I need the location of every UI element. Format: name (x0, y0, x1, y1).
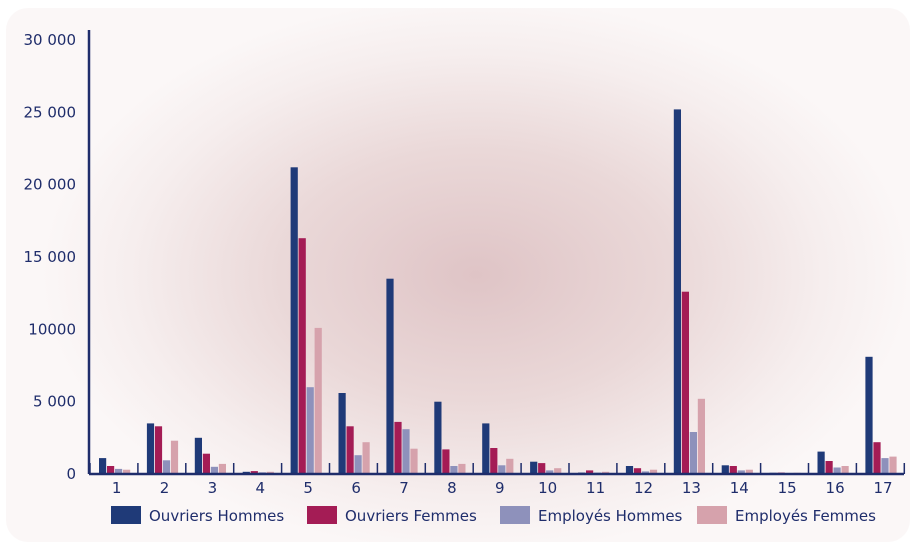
bar-employ-s-femmes-10 (554, 468, 562, 474)
bar-ouvriers-femmes-10 (538, 463, 546, 474)
bar-ouvriers-femmes-7 (394, 421, 402, 474)
bar-ouvriers-hommes-13 (673, 109, 681, 475)
x-tick-label: 1 (112, 479, 122, 497)
bar-ouvriers-hommes-6 (338, 393, 346, 474)
bar-employ-s-femmes-8 (458, 463, 466, 474)
bar-ouvriers-femmes-17 (873, 442, 881, 474)
bar-ouvriers-hommes-5 (290, 167, 298, 475)
bar-ouvriers-hommes-16 (817, 451, 825, 474)
y-tick-label: 30 000 (24, 31, 77, 49)
bar-employ-s-hommes-6 (354, 455, 362, 474)
y-tick-label: 5 000 (33, 393, 76, 411)
x-tick-label: 11 (586, 479, 605, 497)
bar-ouvriers-femmes-9 (490, 448, 498, 474)
y-tick-label: 0 (66, 465, 76, 483)
bar-ouvriers-hommes-1 (99, 458, 107, 474)
bar-employ-s-femmes-13 (697, 398, 705, 474)
x-tick-label: 6 (351, 479, 361, 497)
bar-employ-s-hommes-12 (641, 471, 650, 474)
bar-employ-s-hommes-14 (737, 470, 745, 474)
bar-employ-s-hommes-3 (210, 466, 218, 474)
bar-employ-s-femmes-6 (362, 442, 370, 474)
bar-ouvriers-hommes-14 (721, 465, 729, 474)
x-tick-label: 12 (634, 479, 653, 497)
axes (87, 30, 906, 476)
legend-swatch (111, 506, 141, 524)
bar-employ-s-hommes-17 (881, 458, 889, 474)
bar-employ-s-femmes-1 (123, 469, 131, 474)
x-tick-label: 2 (160, 479, 170, 497)
bar-ouvriers-femmes-8 (442, 449, 450, 474)
bar-ouvriers-femmes-1 (107, 466, 115, 474)
x-tick-label: 3 (208, 479, 218, 497)
bar-ouvriers-femmes-2 (154, 426, 163, 474)
x-tick-label: 5 (303, 479, 313, 497)
bar-employ-s-hommes-9 (498, 465, 506, 474)
bar-ouvriers-femmes-13 (681, 291, 689, 474)
bar-ouvriers-femmes-11 (586, 470, 594, 474)
x-tick-label: 4 (256, 479, 266, 497)
bar-employ-s-hommes-2 (162, 460, 171, 474)
bar-ouvriers-hommes-9 (482, 423, 490, 474)
y-axis-labels: 0 5 000 10000 15 000 20 000 25 000 30 000 (24, 31, 77, 483)
x-axis-labels: 1 2 3 4 5 6 7 8 9 10 11 12 13 14 15 16 17 (112, 479, 893, 497)
bar-employ-s-femmes-16 (841, 466, 849, 474)
legend-swatch (500, 506, 530, 524)
x-tick-label: 7 (399, 479, 409, 497)
y-tick-label: 20 000 (24, 176, 77, 194)
bar-employ-s-hommes-5 (306, 387, 314, 474)
bar-employ-s-hommes-8 (450, 466, 458, 474)
x-tick-label: 15 (778, 479, 797, 497)
y-tick-label: 25 000 (24, 103, 77, 121)
bar-employ-s-hommes-10 (546, 470, 554, 474)
bar-employ-s-femmes-3 (218, 463, 226, 474)
bar-employ-s-hommes-13 (689, 432, 697, 474)
bar-ouvriers-hommes-8 (434, 401, 442, 474)
bar-ouvriers-hommes-7 (386, 278, 394, 474)
x-tick-label: 10 (538, 479, 557, 497)
legend-label: Employés Hommes (538, 507, 683, 525)
bar-ouvriers-femmes-12 (633, 468, 642, 474)
legend: Ouvriers Hommes Ouvriers Femmes Employés H… (111, 506, 876, 525)
bar-employ-s-femmes-14 (745, 469, 753, 474)
bar-ouvriers-hommes-10 (530, 461, 538, 474)
bar-ouvriers-femmes-14 (729, 466, 737, 474)
bar-ouvriers-hommes-2 (146, 423, 155, 474)
bar-ouvriers-femmes-4 (250, 471, 258, 474)
x-tick-label: 17 (873, 479, 892, 497)
bar-ouvriers-hommes-12 (625, 466, 634, 474)
bar-ouvriers-femmes-16 (825, 461, 833, 474)
x-tick-label: 13 (682, 479, 701, 497)
bar-employ-s-femmes-12 (649, 469, 658, 474)
x-tick-label: 16 (826, 479, 845, 497)
bar-employ-s-femmes-9 (506, 458, 514, 474)
legend-label: Ouvriers Femmes (345, 507, 477, 525)
bar-employ-s-femmes-5 (314, 327, 322, 474)
x-tick-label: 9 (495, 479, 505, 497)
bar-employ-s-femmes-17 (889, 456, 897, 474)
bar-ouvriers-femmes-5 (298, 238, 306, 474)
bar-ouvriers-femmes-3 (202, 453, 210, 474)
y-tick-label: 10000 (28, 320, 76, 338)
bar-employ-s-hommes-1 (115, 468, 123, 474)
bar-ouvriers-femmes-6 (346, 426, 354, 474)
y-tick-label: 15 000 (24, 248, 77, 266)
bar-employ-s-femmes-2 (170, 440, 179, 474)
legend-label: Ouvriers Hommes (149, 507, 284, 525)
x-tick-label: 14 (730, 479, 749, 497)
legend-swatch (307, 506, 337, 524)
bars-layer (99, 109, 897, 475)
bar-employ-s-hommes-7 (402, 429, 410, 474)
legend-swatch (697, 506, 727, 524)
legend-label: Employés Femmes (735, 507, 876, 525)
bar-employ-s-femmes-7 (410, 448, 418, 474)
bar-ouvriers-hommes-17 (865, 356, 873, 474)
bar-employ-s-hommes-16 (833, 467, 841, 474)
x-tick-label: 8 (447, 479, 457, 497)
bar-ouvriers-hommes-3 (194, 437, 202, 474)
